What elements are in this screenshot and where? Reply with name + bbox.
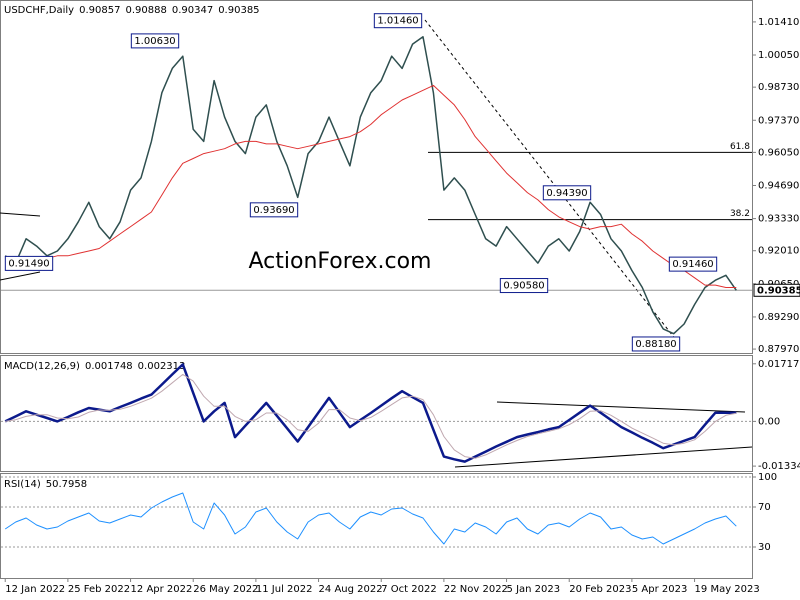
annotation-box <box>668 256 718 272</box>
x-tick-label: 25 Feb 2022 <box>68 584 130 595</box>
readout: 50.7958 <box>46 479 87 490</box>
y-tick-label: 0.89290 <box>758 312 799 323</box>
y-tick-label: 0.017176 <box>758 359 800 370</box>
x-tick-label: 20 Feb 2023 <box>569 584 631 595</box>
y-tick-label: -0.01334 <box>758 461 800 472</box>
fib-label: 38.2 <box>730 209 750 219</box>
readout: MACD(12,26,9) <box>4 361 80 372</box>
watermark: ActionForex.com <box>249 249 432 274</box>
annotation-box <box>130 33 180 49</box>
annotation-box <box>631 336 681 352</box>
readout: USDCHF,Daily <box>4 5 74 16</box>
annotation-label: 0.91490 <box>8 258 49 269</box>
readout: 0.002313 <box>138 361 186 372</box>
x-tick-label: 5 Jan 2023 <box>507 584 561 595</box>
x-tick-label: 12 Apr 2022 <box>131 584 193 595</box>
triangle-line <box>0 271 41 281</box>
triangle-line <box>0 212 41 217</box>
annotation-label: 1.01460 <box>377 16 418 27</box>
price-pane <box>0 0 753 354</box>
readout: 0.001748 <box>85 361 133 372</box>
annotation-label: 0.91460 <box>672 259 713 270</box>
annotation-label: 1.00630 <box>134 36 175 47</box>
y-tick-label: 0.92010 <box>758 246 799 257</box>
readout: 0.90888 <box>125 5 166 16</box>
x-tick-label: 7 Oct 2022 <box>381 584 436 595</box>
y-tick-label: 70 <box>758 502 771 513</box>
annotation-box <box>542 185 592 201</box>
y-tick-label: 0.87970 <box>758 344 799 355</box>
readout: 0.90385 <box>218 5 259 16</box>
macd-trend-line <box>454 446 753 468</box>
x-tick-label: 19 May 2023 <box>695 584 760 595</box>
x-tick-label: 24 Aug 2022 <box>319 584 383 595</box>
y-tick-label: 0.93330 <box>758 214 799 225</box>
annotation-box <box>249 202 299 218</box>
x-tick-label: 22 Nov 2022 <box>444 584 508 595</box>
macd-trend-line <box>496 401 746 413</box>
readout: RSI(14) <box>4 479 41 490</box>
y-tick-label: 100 <box>758 472 777 483</box>
y-tick-label: 0.00 <box>758 416 780 427</box>
y-tick-label: 0.96050 <box>758 147 799 158</box>
y-tick-label: 1.01410 <box>758 17 799 28</box>
annotation-label: 0.94390 <box>546 188 587 199</box>
annotation-label: 0.90580 <box>503 281 544 292</box>
x-tick-label: 5 Apr 2023 <box>632 584 687 595</box>
series-line <box>5 373 737 459</box>
y-tick-label: 0.98730 <box>758 82 799 93</box>
trend-line <box>424 19 681 346</box>
annotation-box <box>373 13 423 29</box>
last-price-label: 0.90385 <box>757 285 800 296</box>
rsi-pane <box>0 473 753 579</box>
fib-label: 61.8 <box>730 142 750 152</box>
series-line <box>4 36 737 335</box>
annotation-label: 0.88180 <box>635 339 676 350</box>
series-line <box>4 492 737 545</box>
annotation-box <box>499 278 549 294</box>
annotation-box <box>4 255 54 271</box>
y-tick-label: 0.94690 <box>758 180 799 191</box>
y-tick-label: 1.00050 <box>758 50 799 61</box>
readout: 0.90347 <box>172 5 213 16</box>
x-tick-label: 26 May 2022 <box>193 584 258 595</box>
series-line <box>4 363 737 463</box>
series-line <box>5 84 737 288</box>
last-price-box <box>753 283 800 297</box>
readout: 0.90857 <box>79 5 120 16</box>
y-tick-label: 0.97370 <box>758 115 799 126</box>
annotation-label: 0.93690 <box>253 205 294 216</box>
y-tick-label: 30 <box>758 542 771 553</box>
x-tick-label: 11 Jul 2022 <box>256 584 313 595</box>
x-tick-label: 12 Jan 2022 <box>5 584 65 595</box>
